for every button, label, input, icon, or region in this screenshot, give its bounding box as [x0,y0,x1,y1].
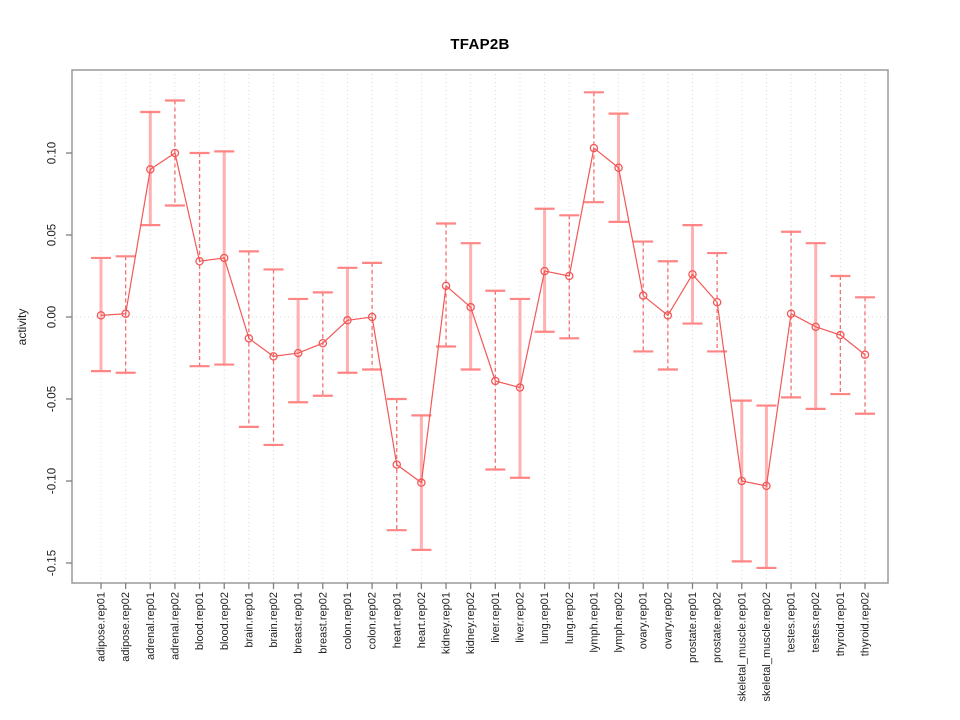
y-tick-label: -0.15 [47,550,59,576]
y-tick-label: 0.00 [47,306,59,328]
x-tick-label: ovary.rep01 [638,592,650,649]
x-tick-label: kidney.rep01 [441,592,453,654]
y-tick-label: -0.10 [47,468,59,494]
x-tick-label: lymph.rep02 [613,592,625,653]
data-point-marker [146,165,155,174]
data-point-marker [392,460,401,469]
x-tick-label: prostate.rep01 [687,592,699,663]
data-point-marker [269,352,278,361]
x-tick-label: testes.rep01 [786,592,798,653]
x-tick-label: skeletal_muscle.rep02 [761,592,773,701]
data-point-marker [318,338,328,348]
data-point-marker [663,311,673,320]
x-tick-label: colon.rep02 [367,592,379,650]
y-tick-label: 0.05 [47,224,59,246]
x-tick-label: ovary.rep02 [662,592,674,649]
x-tick-label: lung.rep01 [539,592,551,644]
x-tick-label: kidney.rep02 [465,592,477,654]
data-point-marker [712,297,722,307]
chart-title: TFAP2B [450,36,510,53]
x-tick-label: blood.rep01 [194,592,206,650]
x-tick-label: brain.rep01 [243,592,255,648]
data-point-marker [343,316,352,325]
x-tick-label: lymph.rep01 [588,592,600,653]
x-tick-label: breast.rep01 [293,592,305,654]
data-point-marker [441,281,451,291]
data-point-marker [565,271,574,281]
x-tick-label: prostate.rep02 [712,592,724,663]
data-point-marker [491,376,500,386]
x-tick-label: blood.rep02 [219,592,231,650]
data-point-marker [515,383,525,392]
x-tick-label: heart.rep01 [391,592,403,648]
data-point-marker [367,312,377,322]
x-tick-label: thyroid.rep01 [835,592,847,656]
data-point-marker [836,330,845,340]
data-point-marker [786,309,796,318]
x-tick-label: liver.rep01 [490,592,502,643]
x-tick-label: heart.rep02 [416,592,428,648]
x-tick-label: adrenal.rep01 [145,592,157,660]
x-tick-label: brain.rep02 [268,592,280,648]
x-tick-label: skeletal_muscle.rep01 [736,592,748,701]
data-point-marker [811,322,820,332]
x-tick-label: adipose.rep01 [96,592,108,662]
data-point-marker [293,348,303,358]
y-tick-label: -0.05 [47,386,59,412]
x-tick-label: adipose.rep02 [120,592,132,662]
data-point-marker [96,311,106,320]
data-point-marker [244,334,254,343]
data-point-marker [688,270,697,279]
plot-border [71,69,889,584]
data-point-marker [170,148,180,158]
x-tick-label: breast.rep02 [317,592,329,654]
data-point-marker [589,143,599,153]
data-point-marker [614,163,623,173]
data-point-marker [540,266,549,276]
data-point-marker [417,478,426,487]
x-tick-label: testes.rep02 [810,592,822,653]
x-tick-label: liver.rep02 [514,592,526,643]
data-point-marker [638,291,648,300]
data-point-marker [121,309,130,318]
data-point-marker [195,256,204,266]
y-tick-label: 0.10 [47,142,59,164]
data-point-marker [762,481,771,491]
x-tick-label: adrenal.rep02 [169,592,181,660]
x-tick-label: lung.rep02 [564,592,576,644]
series-line [100,146,866,487]
x-tick-label: thyroid.rep02 [860,592,872,656]
data-point-marker [737,476,747,486]
data-point-marker [860,350,870,359]
x-tick-label: colon.rep01 [342,592,354,650]
data-point-marker [219,253,229,263]
data-point-marker [466,302,475,312]
